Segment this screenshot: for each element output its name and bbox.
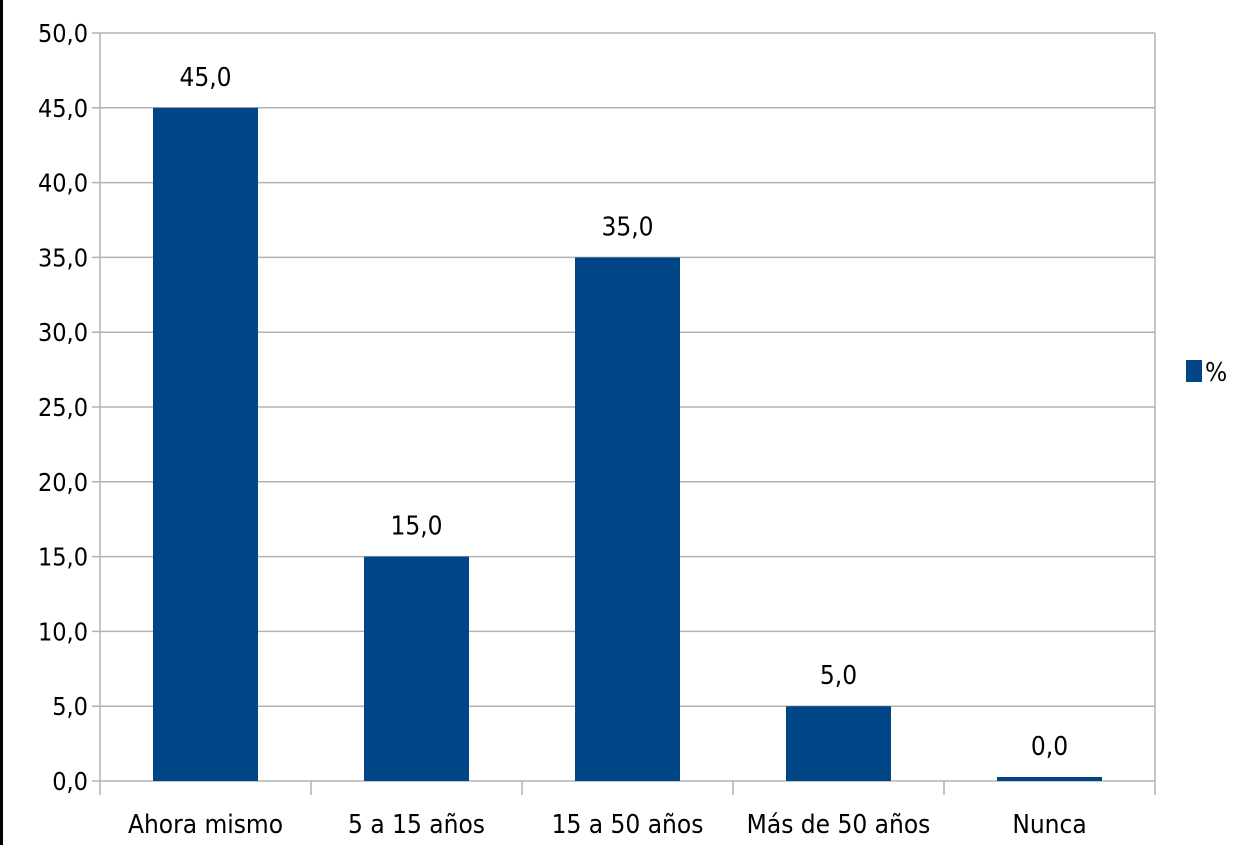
y-tick-labels: 0,0 5,0 10,0 15,0 20,0 25,0 30,0 35,0 40,0 45,0 50… xyxy=(38,19,88,796)
y-tick-label: 50,0 xyxy=(38,19,88,48)
data-label: 5,0 xyxy=(820,661,857,691)
bars xyxy=(153,107,1102,782)
bar xyxy=(364,556,469,781)
bar xyxy=(997,777,1102,781)
x-category-label: 15 a 50 años xyxy=(552,810,704,840)
y-tick-label: 35,0 xyxy=(38,243,88,272)
x-category-label: Más de 50 años xyxy=(747,810,931,840)
bar xyxy=(786,706,891,781)
y-tick-label: 20,0 xyxy=(38,468,88,497)
bar xyxy=(575,257,680,781)
bar xyxy=(153,107,258,782)
data-label: 35,0 xyxy=(601,212,653,242)
y-tick-label: 25,0 xyxy=(38,393,88,422)
data-label: 45,0 xyxy=(179,63,231,93)
y-tick-label: 30,0 xyxy=(38,318,88,347)
legend: % xyxy=(1186,358,1227,388)
x-category-labels: Ahora mismo 5 a 15 años 15 a 50 años Más de… xyxy=(128,810,1087,840)
y-tick-label: 0,0 xyxy=(52,767,88,796)
data-labels: 45,0 15,0 35,0 5,0 0,0 xyxy=(179,63,1068,762)
legend-label: % xyxy=(1205,358,1227,388)
gridlines xyxy=(100,32,1155,782)
data-label: 15,0 xyxy=(390,512,442,542)
y-tick-label: 45,0 xyxy=(38,94,88,123)
axes xyxy=(92,32,1156,795)
y-tick-label: 5,0 xyxy=(52,692,88,721)
left-border xyxy=(0,0,3,845)
y-tick-label: 10,0 xyxy=(38,617,88,646)
y-tick-label: 40,0 xyxy=(38,169,88,198)
legend-swatch-icon xyxy=(1186,360,1202,382)
x-category-label: 5 a 15 años xyxy=(348,810,485,840)
x-category-label: Nunca xyxy=(1012,810,1086,840)
y-tick-label: 15,0 xyxy=(38,543,88,572)
x-category-label: Ahora mismo xyxy=(128,810,283,840)
data-label: 0,0 xyxy=(1031,732,1068,762)
